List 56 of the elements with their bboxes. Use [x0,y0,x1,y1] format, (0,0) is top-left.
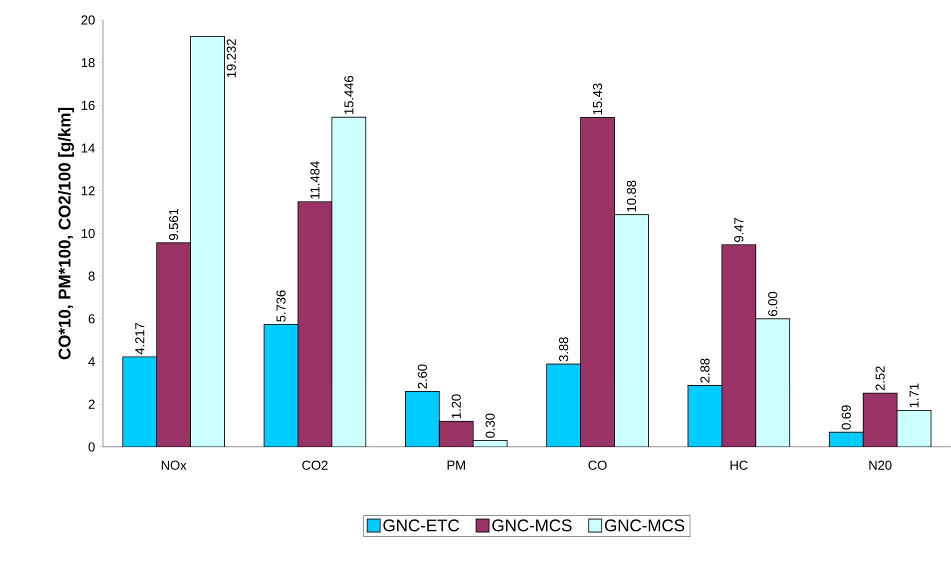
bar [438,420,474,447]
data-label: 2.52 [876,366,885,390]
data-label: 1.71 [910,384,919,408]
bar [580,117,615,447]
bar [828,432,864,447]
data-label: 3.88 [559,337,568,362]
bar [264,324,298,447]
data-label: 9.561 [169,208,178,240]
legend-label: GNC-ETC [383,519,460,532]
y-tick-label: 0 [88,442,95,452]
bar [298,201,332,447]
data-label: 6.00 [768,292,778,316]
y-tick-label: 12 [82,186,95,196]
y-tick-label: 6 [88,314,95,324]
y-tick-label: 10 [82,228,95,238]
data-label: 15.446 [344,76,354,114]
x-tick-label: NOx [162,460,186,470]
data-label: 9.47 [734,218,744,242]
data-label: 0.30 [486,414,495,438]
bar [190,36,225,447]
x-tick-label: CO [588,460,607,470]
data-label: 5.736 [276,290,286,322]
bar [156,242,191,447]
y-tick-label: 8 [88,272,95,281]
data-label: 2.60 [418,364,427,389]
bar [122,356,158,447]
data-label: 19.232 [226,39,236,78]
data-label: 15.43 [592,84,602,114]
legend-label: GNC-MCS [604,519,684,532]
bar [862,392,898,447]
data-label: 0.69 [842,405,851,430]
x-tick-label: N20 [869,460,892,470]
data-label: 11.484 [310,161,320,199]
bar [688,385,722,447]
y-tick-label: 20 [81,15,95,25]
bar [614,214,649,447]
y-tick-label: 16 [82,100,95,110]
y-axis-title: CO*10, PM*100, CO2/100 [g/km] [58,108,74,360]
data-label: 4.217 [135,323,144,354]
bar [722,244,756,447]
y-tick-label: 4 [88,357,95,366]
x-tick-label: PM [448,460,465,470]
x-tick-label: CO2 [302,460,328,470]
bar [546,364,581,447]
data-label: 1.20 [452,394,461,418]
y-tick-label: 14 [82,144,95,153]
bar [755,318,790,447]
y-tick-label: 18 [82,58,95,68]
bar [331,116,366,447]
bar [896,410,932,447]
data-label: 10.88 [626,180,636,212]
x-tick-label: HC [730,460,748,470]
y-tick-label: 2 [88,400,95,409]
legend-label: GNC-MCS [492,519,572,532]
data-label: 2.88 [700,358,710,383]
bar [404,391,440,447]
